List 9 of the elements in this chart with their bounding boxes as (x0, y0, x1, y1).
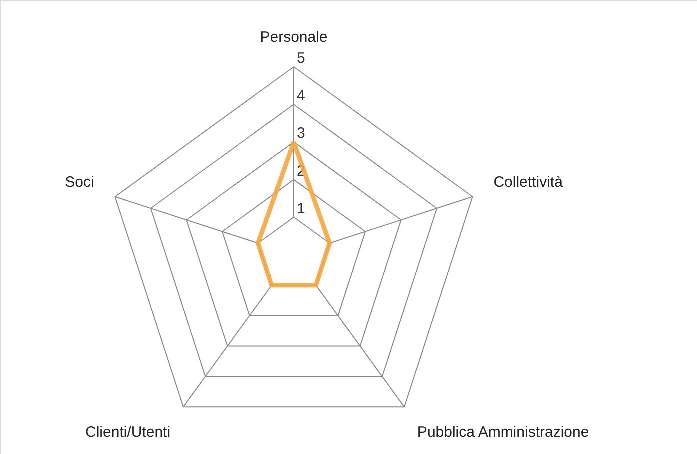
spoke-label: Soci (65, 174, 94, 192)
y-tick-label: 4 (297, 88, 306, 105)
spoke-label: Pubblica Amministrazione (417, 424, 590, 441)
y-tick-label: 5 (297, 50, 306, 67)
spoke-label: Clienti/Utenti (86, 424, 171, 441)
y-tick-label: 3 (297, 125, 306, 142)
spoke-label: Personale (260, 29, 328, 46)
y-tick-label: 1 (297, 200, 306, 218)
spoke-label: Collettività (494, 174, 564, 192)
